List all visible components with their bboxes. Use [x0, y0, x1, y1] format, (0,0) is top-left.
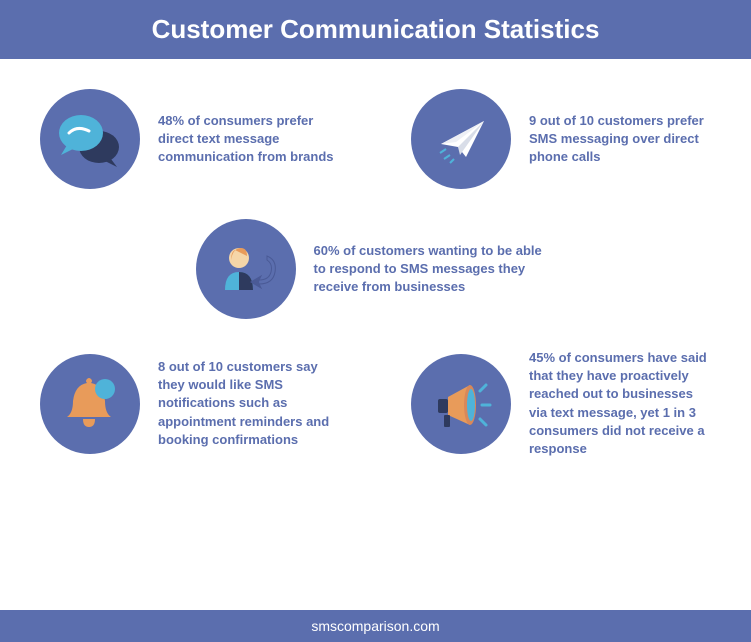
stat-item: 45% of consumers have said that they hav… [411, 349, 711, 458]
chat-bubbles-icon [40, 89, 140, 189]
page-title: Customer Communication Statistics [152, 14, 600, 44]
stat-row-3: 8 out of 10 customers say they would lik… [40, 349, 711, 458]
person-reply-icon [196, 219, 296, 319]
megaphone-icon [411, 354, 511, 454]
footer-text: smscomparison.com [311, 618, 439, 634]
stat-text: 60% of customers wanting to be able to r… [314, 242, 556, 297]
stat-item: 48% of consumers prefer direct text mess… [40, 89, 340, 189]
stat-row-1: 48% of consumers prefer direct text mess… [40, 89, 711, 189]
paper-plane-icon [411, 89, 511, 189]
header-bar: Customer Communication Statistics [0, 0, 751, 59]
stat-item: 60% of customers wanting to be able to r… [196, 219, 556, 319]
content-area: 48% of consumers prefer direct text mess… [0, 59, 751, 610]
stat-text: 48% of consumers prefer direct text mess… [158, 112, 340, 167]
stat-text: 9 out of 10 customers prefer SMS messagi… [529, 112, 711, 167]
stat-row-2: 60% of customers wanting to be able to r… [40, 219, 711, 319]
bell-notification-icon [40, 354, 140, 454]
footer-bar: smscomparison.com [0, 610, 751, 642]
stat-item: 8 out of 10 customers say they would lik… [40, 349, 340, 458]
stat-item: 9 out of 10 customers prefer SMS messagi… [411, 89, 711, 189]
stat-text: 45% of consumers have said that they hav… [529, 349, 711, 458]
stat-text: 8 out of 10 customers say they would lik… [158, 358, 340, 449]
